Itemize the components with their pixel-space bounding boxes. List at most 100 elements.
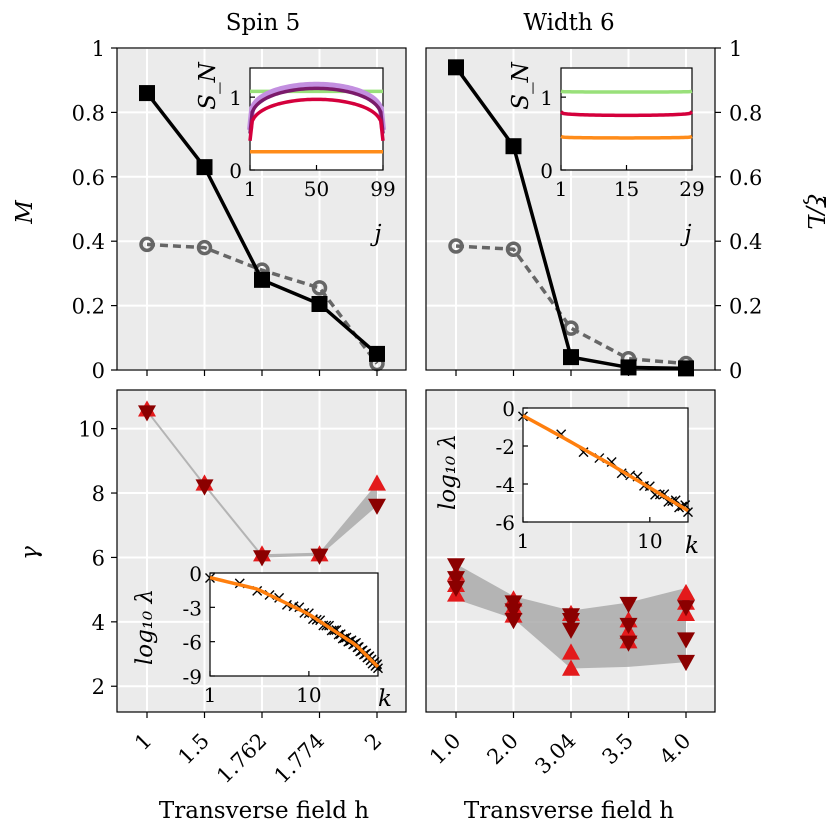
series-M-point (139, 85, 155, 102)
inset-y-tick-label: -6 (496, 511, 515, 535)
entropy-curve-darkpurple (248, 86, 385, 134)
y-tick-label-right: 0.4 (729, 230, 762, 254)
y-tick-label-right: 0.8 (729, 101, 762, 125)
gamma-down-triangle (447, 558, 465, 575)
inset-x-tick-label: 1 (204, 683, 217, 707)
series-xi-point (563, 320, 579, 336)
gamma-down-triangle (562, 622, 580, 639)
y-tick-label-right: 0.2 (729, 295, 762, 319)
y-tick-label: 2 (92, 675, 105, 699)
y-tick-label: 0.2 (72, 295, 105, 319)
series-M-point (563, 349, 579, 366)
series-xi-point (505, 241, 522, 257)
gamma-down-triangle (195, 479, 214, 496)
inset-y-tick-label: -6 (183, 631, 202, 655)
inset-y-tick-label: 0 (502, 397, 515, 421)
gamma-down-triangle (677, 600, 695, 617)
entropy-curve-green (560, 89, 693, 94)
inset-y-tick-label: 0 (189, 562, 202, 586)
inset-x-tick-label: 50 (304, 177, 329, 201)
x-tick-label: 2 (360, 729, 386, 755)
inset-x-tick-label: 1 (244, 177, 257, 201)
gamma-down-triangle (619, 596, 638, 614)
gamma-down-triangle (504, 603, 523, 620)
series-xi-point (196, 239, 213, 256)
inset-x-tick-label: 1 (555, 177, 568, 201)
ylabel-M: M (12, 199, 38, 225)
gamma-down-triangle (368, 498, 386, 515)
inset-x-tick-label: 1 (517, 529, 530, 553)
y-tick-label: 1 (92, 37, 105, 61)
y-tick-label-right: 0.6 (729, 166, 762, 190)
ylabel-xi: ξ̄/L (802, 194, 828, 230)
x-tick-label: 1 (130, 729, 156, 755)
series-xi-line (146, 242, 379, 365)
gamma-down-triangle (619, 635, 638, 652)
inset-br-ylabel: log₁₀ λ (435, 434, 461, 510)
gamma-down-triangle (138, 405, 156, 422)
panel-title-left: Spin 5 (226, 10, 301, 36)
gamma-down-triangle (447, 580, 465, 598)
gamma-down-triangle (562, 613, 580, 630)
inset-x-tick-label: 29 (679, 177, 704, 201)
series-xi-point (311, 280, 328, 296)
y-tick-label: 0.4 (72, 230, 105, 254)
inset-x-tick-label: 10 (637, 529, 662, 553)
y-tick-label: 10 (78, 418, 105, 442)
inset-bl-ylabel: log₁₀ λ (132, 589, 158, 665)
series-xi-point (448, 238, 464, 254)
series-M-point (678, 360, 694, 377)
ylabel-gamma: γ (17, 546, 43, 560)
inset-tl-ylabel: S_N (195, 61, 221, 109)
series-M-point (196, 159, 213, 176)
inset-frame (209, 572, 379, 677)
y-tick-label: 8 (92, 482, 105, 506)
series-xi-line (455, 244, 687, 366)
gamma-down-triangle (619, 617, 638, 635)
lambda-fit-line (209, 575, 380, 669)
inset-bl-xlabel: k (378, 686, 392, 712)
gamma-down-triangle (677, 632, 695, 649)
x-tick-label: 3.04 (530, 729, 580, 779)
entropy-curve-crimson (559, 110, 694, 118)
series-M-point (254, 271, 270, 288)
y-tick-label: 0 (92, 359, 105, 383)
inset-y-tick-label: 0 (540, 159, 553, 183)
y-tick-label-right: 0 (729, 359, 742, 383)
entropy-curve-crimson (248, 97, 385, 142)
entropy-curve-orange (560, 134, 693, 140)
panel-title-right: Width 6 (523, 10, 614, 36)
series-xi-point (139, 236, 155, 253)
lambda-fit-line (522, 414, 689, 513)
inset-bottom-right: 1 10 0 -2 -4 -6 (496, 397, 693, 553)
series-M-point (369, 345, 385, 362)
x-tick-label: 1.762 (212, 729, 271, 788)
x-tick-label: 1.0 (425, 729, 466, 770)
inset-y-tick-label: 0 (229, 159, 242, 183)
gamma-down-triangle (253, 550, 271, 567)
y-tick-label: 4 (92, 611, 105, 635)
gamma-up-triangle (677, 583, 695, 601)
inset-y-tick-label: 1 (229, 86, 242, 110)
inset-frame (560, 67, 693, 171)
xlabel-right: Transverse field h (464, 798, 674, 824)
series-M-point (620, 359, 637, 376)
series-M-point (311, 295, 328, 312)
gamma-down-triangle (677, 654, 695, 672)
x-tick-label: 1.774 (270, 729, 329, 788)
inset-y-tick-label: -9 (183, 665, 202, 689)
inset-y-tick-label: -2 (496, 435, 515, 459)
y-tick-label: 0.8 (72, 101, 105, 125)
x-tick-label: 1.5 (173, 729, 214, 770)
inset-y-tick-label: -4 (496, 473, 515, 497)
series-M-point (505, 138, 522, 155)
inset-y-tick-label: 1 (540, 86, 553, 110)
inset-frame (522, 407, 689, 523)
x-tick-label: 3.5 (597, 729, 638, 770)
gamma-down-triangle (310, 548, 329, 565)
gamma-up-triangle (562, 659, 580, 676)
gamma-up-triangle (562, 643, 580, 660)
